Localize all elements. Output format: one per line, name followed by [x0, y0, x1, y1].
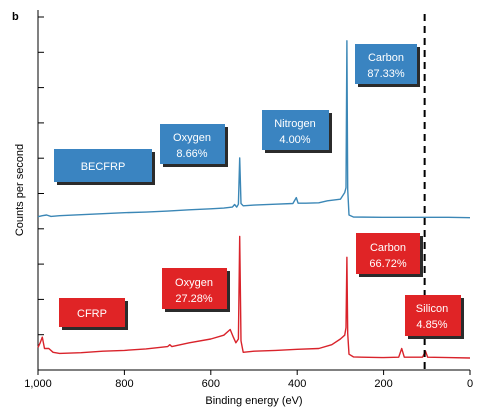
svg-text:27.28%: 27.28% — [175, 293, 213, 305]
svg-text:Silicon: Silicon — [416, 303, 448, 315]
callout-box-blue — [160, 124, 225, 164]
x-tick-label: 200 — [374, 378, 392, 390]
x-tick-label: 1,000 — [24, 378, 52, 390]
callout-becfrp-carbon: Carbon 87.33% — [355, 44, 420, 87]
svg-text:8.66%: 8.66% — [176, 148, 207, 160]
y-tick-marks — [38, 16, 44, 336]
x-tick-label: 800 — [115, 378, 133, 390]
svg-text:BECFRP: BECFRP — [81, 161, 126, 173]
svg-text:Nitrogen: Nitrogen — [274, 118, 316, 130]
callout-box-red — [59, 298, 125, 327]
callout-box-blue — [355, 44, 417, 84]
svg-text:Carbon: Carbon — [370, 242, 406, 254]
callout-box-red — [162, 268, 227, 309]
panel-letter: b — [12, 11, 19, 23]
callout-box-blue — [54, 149, 152, 182]
svg-text:Oxygen: Oxygen — [175, 277, 213, 289]
x-tick-marks — [37, 370, 471, 375]
x-tick-label: 0 — [467, 378, 473, 390]
x-tick-label: 600 — [202, 378, 220, 390]
series-layer — [37, 40, 471, 359]
svg-text:87.33%: 87.33% — [367, 68, 405, 80]
callout-cfrp-carbon: Carbon 66.72% — [356, 233, 423, 277]
callout-becfrp-nitrogen: Nitrogen 4.00% — [262, 110, 332, 153]
callout-box-red — [356, 233, 420, 274]
svg-text:4.00%: 4.00% — [279, 134, 310, 146]
svg-text:Oxygen: Oxygen — [173, 132, 211, 144]
callout-box-blue — [262, 110, 329, 150]
svg-text:66.72%: 66.72% — [369, 258, 407, 270]
y-axis-title: Counts per second — [14, 144, 26, 236]
callout-cfrp-silicon: Silicon 4.85% — [405, 295, 464, 339]
callout-cfrp-label: CFRP — [59, 298, 128, 330]
series-line-becfrp — [37, 40, 471, 219]
callout-cfrp-oxygen: Oxygen 27.28% — [162, 268, 230, 312]
callout-box-red — [405, 295, 461, 336]
x-tick-label: 400 — [288, 378, 306, 390]
series-line-cfrp — [37, 235, 471, 359]
svg-text:CFRP: CFRP — [77, 308, 107, 320]
svg-text:4.85%: 4.85% — [416, 319, 447, 331]
callout-becfrp-label: BECFRP — [54, 149, 155, 185]
callout-becfrp-oxygen: Oxygen 8.66% — [160, 124, 228, 167]
x-axis-title: Binding energy (eV) — [205, 395, 302, 407]
svg-text:Carbon: Carbon — [368, 52, 404, 64]
